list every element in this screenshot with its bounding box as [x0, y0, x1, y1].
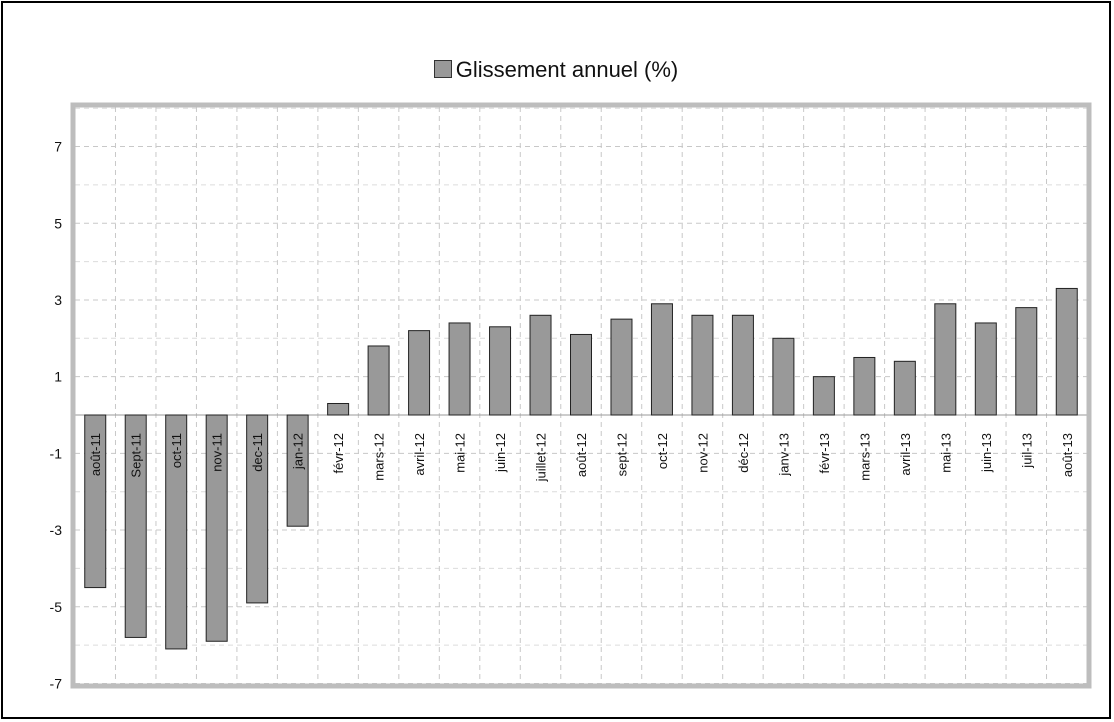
y-tick-label: 1: [54, 369, 62, 385]
x-tick-label: oct-11: [169, 433, 184, 468]
x-tick-label: avril-12: [412, 433, 427, 476]
y-tick-label: -3: [50, 522, 63, 538]
y-tick-label: -5: [50, 599, 63, 615]
bar-avril-13: [893, 360, 916, 416]
bar-dec-11: [246, 414, 269, 604]
bar-févr-12: [327, 402, 350, 416]
bar-juil-13: [1015, 307, 1038, 416]
y-tick-label: -7: [50, 675, 63, 691]
x-tick-label: mars-13: [857, 433, 872, 481]
x-tick-label: juin-12: [493, 433, 508, 473]
x-tick-label: oct-12: [655, 433, 670, 469]
bar-juin-13: [974, 322, 997, 416]
legend-swatch: [433, 60, 452, 78]
bar-sept-12: [610, 318, 633, 416]
bar-nov-12: [691, 314, 714, 416]
bar-août-13: [1055, 287, 1078, 416]
x-tick-label: avril-13: [898, 433, 913, 476]
bar-jan-12: [286, 414, 309, 527]
bar-mars-12: [367, 345, 390, 416]
chart-legend: Glissement annuel (%): [3, 57, 1109, 83]
x-tick-label: janv-13: [776, 433, 791, 477]
x-tick-label: mai-12: [453, 433, 468, 473]
bar-août-12: [570, 333, 592, 416]
bar-nov-11: [205, 414, 228, 642]
bar-juillet-12: [529, 314, 552, 416]
x-tick-label: sept-12: [614, 433, 629, 476]
x-axis-labels: août-11 Sept-11 oct-11 nov-11 dec-11 jan-12 fé…: [88, 433, 1075, 482]
x-tick-label: août-13: [1060, 433, 1075, 477]
x-tick-label: dec-11: [250, 433, 265, 472]
y-axis: 7 5 3 1 -1 -3 -5 -7: [50, 139, 63, 692]
bar-Sept-11: [124, 414, 147, 638]
bar-janv-13: [772, 337, 795, 416]
legend-label: Glissement annuel (%): [455, 57, 679, 82]
bar-oct-11: [165, 414, 188, 650]
x-tick-label: août-11: [88, 433, 103, 476]
bars: [84, 287, 1078, 650]
bar-déc-12: [731, 314, 754, 416]
x-tick-label: nov-11: [210, 433, 225, 472]
bar-mars-13: [853, 356, 876, 416]
bar-mai-12: [448, 322, 471, 416]
x-tick-label: févr-12: [331, 433, 346, 473]
x-tick-label: août-12: [574, 433, 589, 477]
x-tick-label: déc-12: [736, 433, 751, 473]
x-tick-label: févr-13: [817, 433, 832, 473]
x-tick-label: mai-13: [938, 433, 953, 473]
bar-févr-13: [812, 376, 835, 416]
x-tick-label: juil-13: [1019, 433, 1034, 469]
x-tick-label: nov-12: [695, 433, 710, 473]
x-tick-label: Sept-11: [129, 433, 144, 478]
x-tick-label: mars-12: [372, 433, 387, 481]
plot-border: [70, 102, 1092, 689]
bar-août-11: [84, 414, 107, 589]
bar-juin-12: [489, 326, 512, 416]
bar-mai-13: [934, 303, 957, 416]
y-tick-label: 5: [54, 215, 62, 231]
x-tick-label: jan-12: [291, 433, 306, 470]
grid-lines: [75, 107, 1087, 684]
y-tick-label: 7: [54, 139, 62, 155]
y-tick-label: 3: [54, 292, 62, 308]
y-tick-label: -1: [50, 445, 63, 461]
bar-avril-12: [408, 330, 431, 416]
x-tick-label: juin-13: [979, 433, 994, 473]
x-tick-label: juillet-12: [534, 433, 549, 482]
bar-oct-12: [650, 303, 673, 416]
